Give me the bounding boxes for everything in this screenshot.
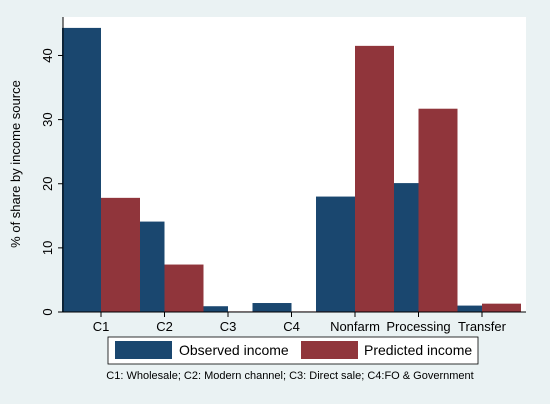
legend-label-predicted: Predicted income [364,342,472,358]
y-tick-label: 30 [40,112,55,126]
bar-observed-c3 [189,306,228,312]
bar-observed-c4 [252,303,292,312]
x-tick-label: Processing [386,319,450,334]
y-tick-label: 40 [40,48,55,62]
x-tick-label: C3 [220,319,237,334]
bar-predicted-c2 [164,264,204,312]
bars-layer [62,27,521,313]
x-tick-label: C4 [283,319,300,334]
bar-predicted-nonfarm [355,45,394,312]
bar-predicted-processing [418,108,458,313]
x-tick-label: Nonfarm [330,319,380,334]
legend: Observed income Predicted income [107,336,479,365]
y-tick-label: 10 [40,241,55,255]
legend-label-observed: Observed income [179,342,289,358]
bar-predicted-transfer [482,303,521,312]
legend-swatch-observed [115,341,172,359]
y-tick-label: 20 [40,177,55,191]
bar-observed-nonfarm [316,196,355,312]
x-tick-label: C2 [156,319,173,334]
bar-observed-transfer [443,305,482,312]
footnote: C1: Wholesale; C2: Modern channel; C3: D… [106,370,473,382]
legend-swatch-predicted [301,341,358,359]
bar-predicted-c1 [101,197,140,312]
x-tick-label: C1 [93,319,110,334]
y-axis-title: % of share by income source [8,80,23,248]
x-tick-label: Transfer [458,319,507,334]
y-tick-label: 0 [40,308,55,315]
axis-layer: 0 10 20 30 40 C1 C2 C3 C4 Nonfarm Processing Transf… [40,17,526,334]
bar-observed-c1 [62,27,101,313]
